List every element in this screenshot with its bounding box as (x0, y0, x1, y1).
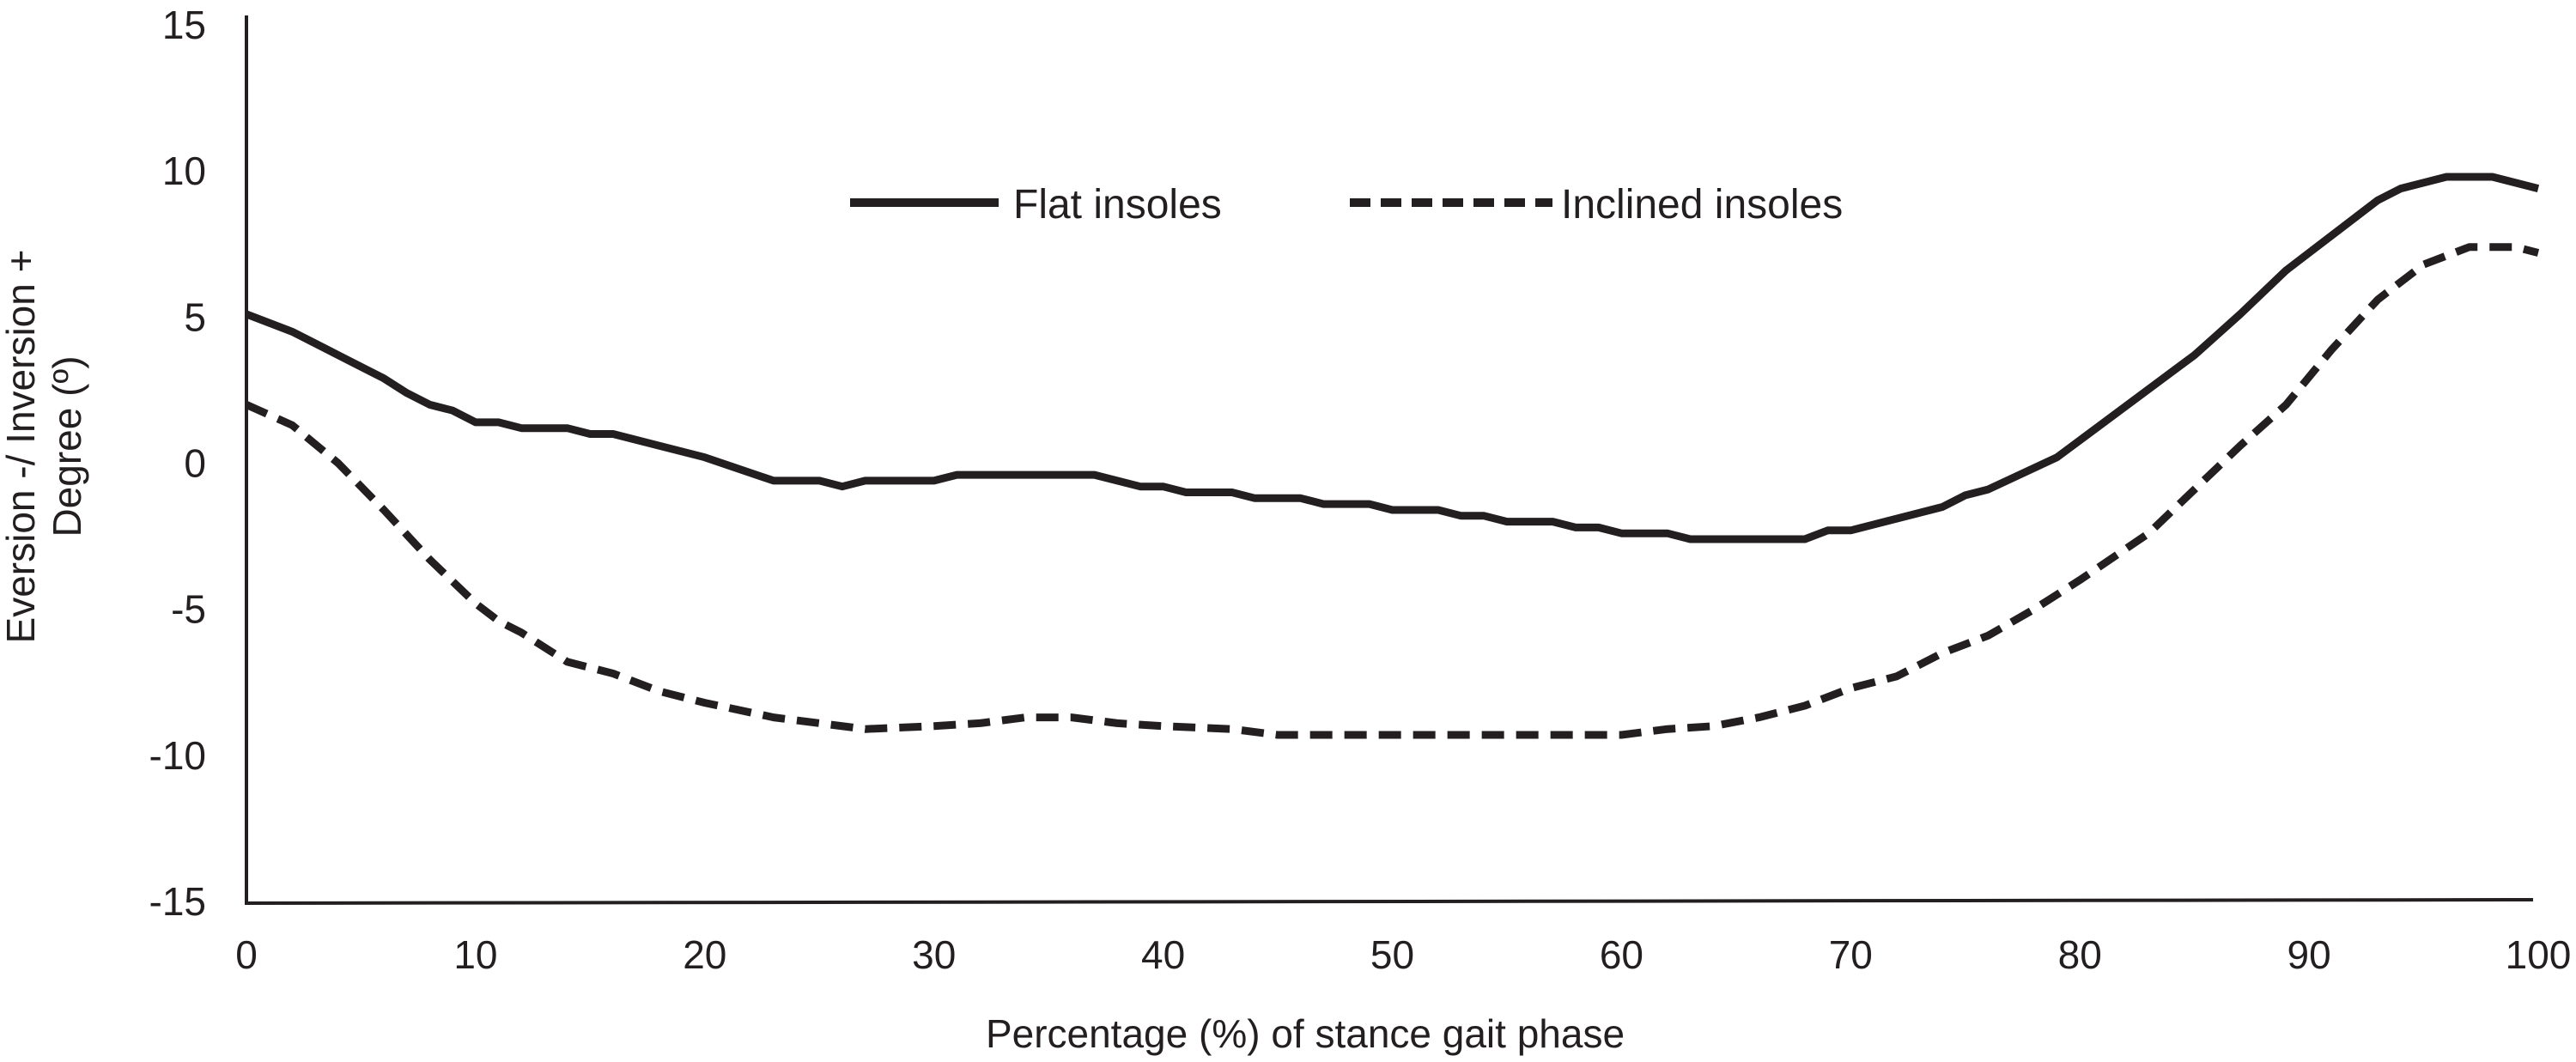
legend-label-inclined: Inclined insoles (1561, 182, 1843, 228)
y-tick-label: 0 (184, 441, 206, 486)
x-tick-label: 60 (1600, 932, 1643, 977)
x-tick-label: 80 (2058, 932, 2102, 977)
legend-label-flat: Flat insoles (1013, 182, 1222, 228)
x-tick-label: 10 (453, 932, 497, 977)
x-tick-label: 0 (235, 932, 258, 977)
y-tick-label: -5 (171, 587, 206, 632)
y-axis-label-line-2: Degree (º) (45, 355, 89, 537)
x-tick-label: 70 (1829, 932, 1873, 977)
y-tick-label: -10 (149, 733, 206, 778)
x-tick-label: 40 (1141, 932, 1185, 977)
x-tick-label: 100 (2506, 932, 2572, 977)
y-tick-label: 15 (162, 3, 206, 47)
series-line-inclined-insoles (245, 243, 2540, 739)
series-layer (245, 173, 2540, 739)
y-tick-labels: 15 10 5 0 -5 -10 -15 (149, 3, 206, 924)
x-axis-label: Percentage (%) of stance gait phase (986, 1011, 1625, 1056)
series-line-flat-insoles (245, 173, 2540, 543)
x-tick-label: 90 (2287, 932, 2331, 977)
x-tick-label: 30 (912, 932, 956, 977)
y-axis-label-line-1: Eversion -/ Inversion + (0, 250, 43, 644)
x-tick-label: 20 (683, 932, 726, 977)
y-tick-label: 10 (162, 149, 206, 193)
x-tick-label: 50 (1370, 932, 1414, 977)
legend: Flat insoles Inclined insoles (850, 182, 1843, 228)
y-axis-label: Eversion -/ Inversion + Degree (º) (0, 250, 89, 644)
y-tick-label: -15 (149, 879, 206, 924)
y-tick-label: 5 (184, 294, 206, 339)
x-axis (244, 898, 2534, 905)
x-tick-labels: 0 10 20 30 40 50 60 70 80 90 100 (235, 932, 2571, 977)
